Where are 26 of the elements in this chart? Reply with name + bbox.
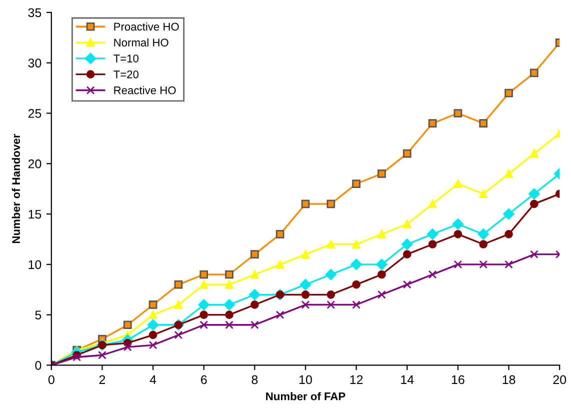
y-tick-label: 20: [28, 159, 42, 168]
legend-label: Proactive HO: [114, 22, 179, 31]
legend-label: Normal HO: [114, 38, 168, 47]
x-tick-label: 0: [48, 375, 54, 384]
y-tick-label: 30: [28, 58, 42, 68]
x-tick-label: 16: [452, 375, 464, 384]
x-tick-label: 8: [252, 375, 258, 384]
x-tick-label: 6: [201, 375, 207, 384]
y-tick-label: 10: [28, 260, 42, 270]
y-axis-title: Number of Handover: [12, 134, 20, 244]
x-axis-title: Number of FAP: [266, 392, 346, 400]
legend-label: T=10: [114, 54, 138, 62]
y-tick-label: 15: [28, 210, 42, 219]
x-tick-label: 10: [299, 375, 312, 384]
y-tick-label: 35: [28, 8, 42, 18]
x-tick-label: 18: [502, 375, 516, 384]
x-tick-label: 20: [553, 375, 566, 384]
y-tick-label: 25: [28, 109, 42, 118]
x-tick-label: 14: [401, 375, 414, 384]
legend-label: Reactive HO: [114, 86, 176, 94]
x-tick-label: 12: [350, 375, 363, 384]
x-tick-label: 2: [99, 375, 106, 384]
y-tick-label: 0: [35, 361, 42, 370]
x-tick-label: 4: [150, 375, 156, 384]
legend-label: T=20: [114, 70, 138, 78]
y-tick-label: 5: [35, 310, 42, 320]
